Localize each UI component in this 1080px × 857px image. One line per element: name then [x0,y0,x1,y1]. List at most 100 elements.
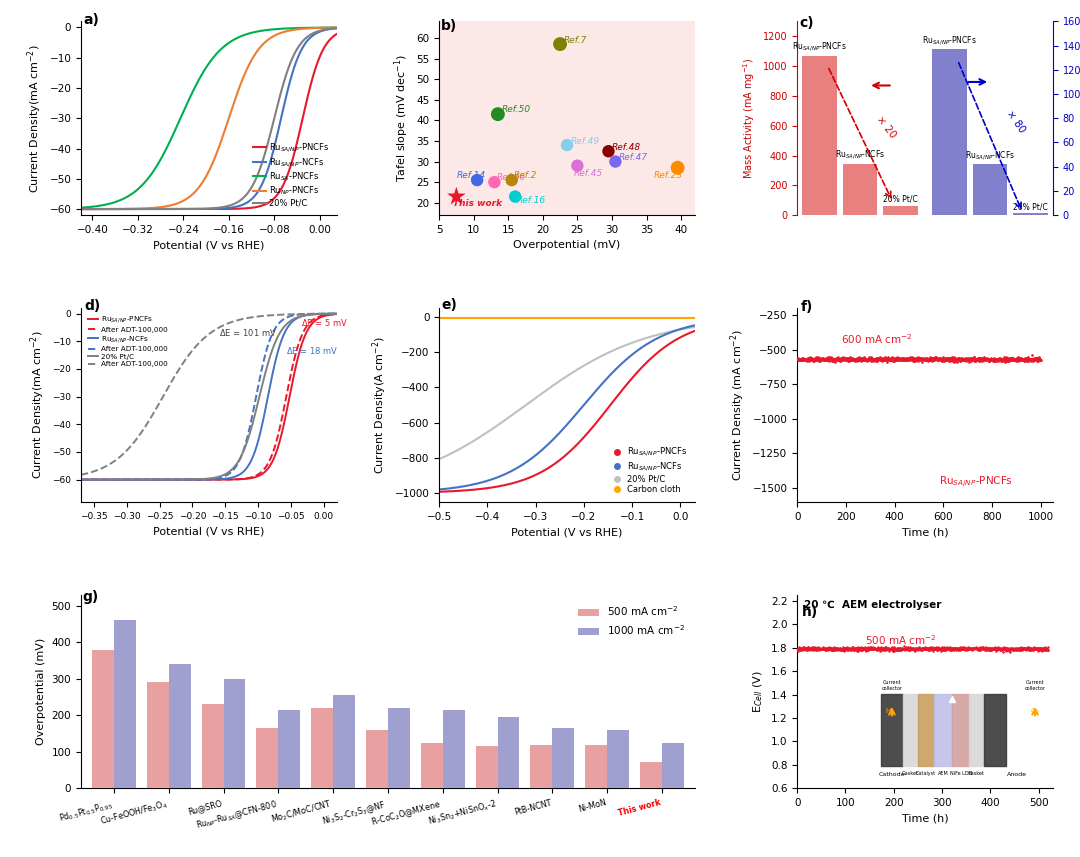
Point [1030,643,1048,656]
Point [1002,353,1020,367]
Point [846,352,863,366]
Point [1003,642,1021,656]
Point [852,642,869,656]
Point [1031,353,1049,367]
Point [959,642,976,656]
Bar [333,695,355,788]
Point [816,353,834,367]
Point [908,352,926,366]
Point [906,352,923,366]
Point [801,642,819,656]
Point [807,641,824,655]
Point [985,642,1002,656]
Point [926,353,943,367]
Point [801,642,819,656]
Point [985,352,1002,366]
Point [793,641,810,655]
Point [958,642,975,656]
Point [936,353,954,367]
Text: $\Delta$E = 18 mV: $\Delta$E = 18 mV [285,345,338,356]
Point [916,642,933,656]
Point [796,642,813,656]
Point [865,351,882,365]
Point [840,354,858,368]
Point [806,354,823,368]
Point [997,643,1014,656]
Point [827,352,845,366]
Point [920,643,937,656]
Bar [202,704,224,788]
Point [968,641,985,655]
Point [852,641,869,655]
Point [815,353,833,367]
Point [881,643,899,656]
Point [868,641,886,655]
Point [905,352,922,366]
Point [848,641,865,655]
Point [892,352,909,366]
Ru$_{SA/NP}$-PNCFs [583,425,596,435]
Point [858,353,875,367]
Point [836,642,853,656]
Point [984,642,1001,656]
Point [865,352,882,366]
Point [954,353,971,367]
Point [878,642,895,656]
Point [978,642,996,656]
Point [1008,352,1025,366]
Point [823,354,840,368]
Point [977,641,995,655]
Point [792,352,809,366]
Point [902,352,919,366]
Point [815,352,833,366]
Point [933,642,950,656]
Point [945,355,962,369]
Ru$_{SA/NP}$-PNCFs [245,202,258,213]
Point [935,641,953,655]
Point [999,642,1016,656]
Point [866,642,883,656]
Point [981,641,998,655]
Point [966,641,983,655]
Point [814,642,832,656]
Point [990,641,1008,655]
Point [891,643,908,656]
Point [850,353,867,367]
Point [822,641,839,655]
Point [958,353,975,367]
Point [895,642,913,656]
Point [983,641,1000,655]
Point [1021,642,1038,656]
Point [1017,642,1035,656]
Point [1002,352,1020,366]
Point [900,352,917,366]
Point [1035,642,1052,656]
Point [959,642,976,656]
Point [856,352,874,366]
Point [838,352,855,366]
Point [1037,640,1054,654]
Ru$_{SA/NP}$-NCFs [226,202,239,213]
Point [886,644,903,657]
Point [971,352,988,366]
Point [863,351,880,364]
Point [994,352,1011,366]
Point [968,641,985,655]
Point [822,352,839,366]
Point [879,641,896,655]
Point [987,641,1004,655]
Point [885,644,902,657]
Point [1024,643,1041,656]
Point [874,642,891,656]
Point [948,352,966,366]
Point [845,352,862,366]
Point [998,644,1015,658]
Point [957,642,974,656]
Point [802,641,820,655]
Point [973,641,990,655]
Point [995,642,1012,656]
Point [866,352,883,366]
Point [1004,353,1022,367]
Point [812,352,829,366]
Point [1004,644,1022,657]
